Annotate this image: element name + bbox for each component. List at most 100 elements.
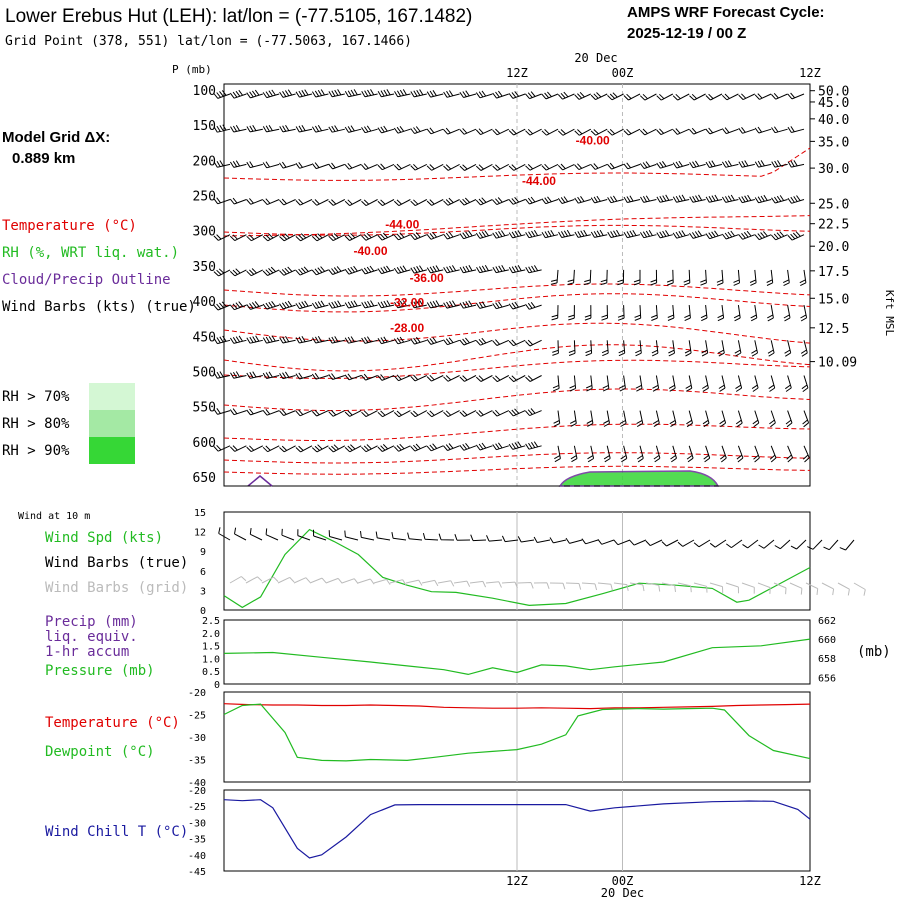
cross-section-wind-barb: [311, 125, 329, 133]
cross-section-wind-barb: [459, 375, 477, 382]
legend-1hr-accum: 1-hr accum: [45, 644, 129, 660]
cross-section-wind-barb: [733, 269, 740, 286]
height-tick-label: 12.5: [818, 322, 849, 337]
cross-section-wind-barb: [262, 161, 280, 169]
forecast-cycle-time: 2025-12-19 / 00 Z: [627, 25, 746, 42]
legend-wind-barbs-grid: Wind Barbs (grid): [45, 580, 188, 596]
cross-section-wind-barb: [279, 409, 296, 416]
surface-wind-barb-grid: [645, 582, 661, 592]
surface-wind-barb-grid: [853, 582, 866, 596]
cross-section-wind-barb: [583, 269, 592, 286]
surface-wind-barb-true: [709, 539, 727, 548]
cross-section-wind-barb: [475, 230, 493, 239]
cross-section-wind-barb: [721, 127, 739, 135]
cross-section-wind-barb: [393, 232, 411, 241]
cross-section-wind-barb: [213, 371, 231, 379]
surface-wind-barb-true: [597, 538, 615, 545]
cross-section-wind-barb: [702, 410, 710, 428]
windchill-y-tick-label: -30: [188, 818, 206, 829]
cross-section-wind-barb: [733, 305, 741, 322]
surface-wind-barb-true: [454, 534, 471, 541]
cross-section-wind-barb: [459, 128, 477, 135]
legend-precip: Precip (mm): [45, 614, 138, 630]
cross-section-wind-barb: [619, 410, 627, 427]
temperature-contour-label: -28.00: [390, 321, 424, 335]
cross-section-wind-barb: [623, 93, 641, 101]
cross-section-wind-barb: [508, 375, 526, 383]
cross-section-wind-barb: [650, 269, 658, 286]
cross-section-wind-barb: [475, 337, 493, 346]
cross-section-wind-barb: [361, 163, 378, 170]
cross-section-wind-barb: [717, 340, 725, 357]
cross-section-wind-barb: [767, 340, 775, 357]
cross-section-wind-barb: [553, 410, 561, 427]
height-tick-label: 20.0: [818, 240, 849, 255]
cross-section-wind-barb: [525, 196, 542, 205]
cross-section-wind-barb: [426, 163, 444, 171]
cross-section-wind-barb: [410, 265, 427, 274]
surface-wind-barb-true: [581, 538, 599, 545]
surface-wind-barb-true: [629, 539, 647, 546]
surface-wind-barb-true: [265, 528, 279, 541]
cross-section-wind-barb: [426, 127, 444, 135]
cross-section-wind-barb: [525, 163, 542, 171]
surface-wind-barb-grid: [725, 582, 739, 594]
pressure-tick-label: 100: [193, 84, 216, 99]
cross-section-wind-barb: [703, 445, 711, 463]
cross-section-wind-barb: [344, 162, 362, 170]
legend-windchill: Wind Chill T (°C): [45, 824, 188, 840]
cross-section-wind-barb: [492, 265, 509, 274]
temperature-contour: [223, 465, 811, 475]
cross-section-wind-barb: [584, 305, 592, 321]
cross-section-wind-barb: [279, 233, 296, 242]
cross-section-wind-barb: [262, 300, 280, 310]
cross-section-wind-barb: [508, 265, 526, 274]
cross-section-wind-barb: [590, 128, 608, 136]
cross-section-wind-barb: [754, 194, 772, 204]
cross-section-wind-barb: [508, 408, 526, 417]
cross-section-wind-barb: [361, 232, 378, 241]
legend-pressure: Pressure (mb): [45, 663, 155, 679]
cross-section-wind-barb: [569, 410, 577, 427]
cross-section-wind-barb: [525, 375, 542, 382]
cross-section-wind-barb: [344, 410, 362, 417]
cross-section-wind-barb: [718, 375, 726, 392]
cross-section-wind-barb: [721, 160, 739, 168]
cross-section-wind-barb: [262, 198, 280, 206]
wind-y-tick-label: 6: [200, 567, 206, 578]
height-tick-label: 45.0: [818, 96, 849, 111]
temperature-y-tick-label: -40: [188, 778, 206, 789]
cross-section-wind-barb: [476, 265, 493, 274]
surface-wind-barb-true: [501, 535, 519, 543]
cross-section-wind-barb: [295, 266, 313, 276]
cross-section-wind-barb: [639, 230, 657, 239]
cross-section-wind-barb: [361, 444, 378, 453]
cross-section-wind-barb: [410, 410, 428, 418]
cross-section-wind-barb: [801, 375, 809, 393]
cross-section-wind-barb: [771, 92, 788, 100]
cross-section-wind-barb: [508, 196, 526, 205]
legend-cloud-outline: Cloud/Precip Outline: [2, 272, 171, 288]
cross-section-wind-barb: [410, 443, 428, 452]
cross-section-wind-barb: [311, 300, 329, 309]
surface-wind-barb-true: [565, 537, 583, 544]
cross-section-wind-barb: [492, 197, 509, 206]
cross-section-wind-barb: [361, 125, 378, 134]
cross-section-wind-barb: [623, 195, 641, 203]
surface-wind-barb-true: [807, 539, 823, 550]
cross-section-wind-barb: [229, 89, 247, 99]
cross-section-wind-barb: [393, 199, 411, 207]
cross-section-wind-barb: [600, 269, 608, 286]
cross-section-wind-barb: [311, 89, 329, 98]
cross-section-wind-barb: [443, 231, 460, 240]
cross-section-wind-barb: [751, 375, 759, 392]
precip-y-tick-label: 0: [214, 680, 220, 691]
surface-wind-barb-true: [344, 530, 359, 541]
cross-section-wind-barb: [557, 196, 575, 204]
cross-section-wind-barb: [426, 410, 444, 418]
cross-section-wind-barb: [652, 410, 660, 428]
pressure-tick-label: 200: [193, 154, 216, 169]
pressure-tick-label: 350: [193, 260, 216, 275]
cross-section-wind-barb: [361, 373, 378, 381]
cross-section-wind-barb: [784, 340, 792, 357]
